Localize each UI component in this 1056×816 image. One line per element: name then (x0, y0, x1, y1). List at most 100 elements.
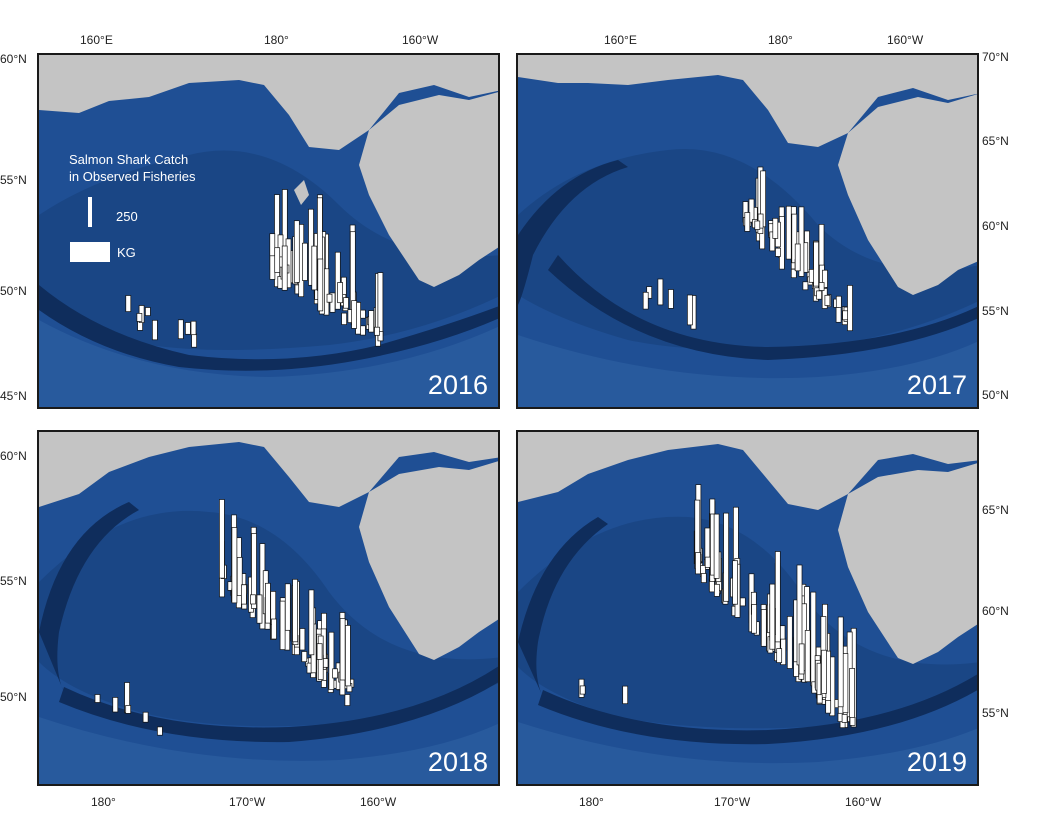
catch-bar (713, 513, 720, 579)
catch-bar (822, 269, 828, 288)
year-label-2018: 2018 (427, 747, 488, 777)
tick-lat-tr-4: 50°N (982, 388, 1009, 402)
catch-bar (281, 245, 288, 291)
catch-bar (328, 631, 335, 690)
catch-bar (311, 245, 318, 291)
catch-bar (94, 694, 101, 703)
tick-lat-bl-1: 55°N (0, 574, 27, 588)
catch-bar (775, 247, 781, 257)
catch-bar (786, 616, 793, 669)
catch-bar (256, 594, 263, 624)
catch-bar (343, 297, 349, 309)
catch-bar (751, 604, 757, 634)
catch-bars (125, 189, 384, 348)
catch-bar (345, 625, 351, 687)
catch-bar (326, 293, 333, 303)
catch-bar (837, 616, 844, 708)
catch-bar (668, 289, 674, 309)
catch-bar (157, 726, 163, 736)
tick-lon-tl-1: 180° (264, 33, 289, 47)
catch-bar (250, 594, 256, 605)
catch-bar (842, 310, 848, 321)
catch-bar (842, 653, 849, 714)
catch-bar (657, 278, 664, 306)
year-label-2017: 2017 (906, 370, 967, 400)
catch-bar (804, 630, 811, 683)
map-panel-2016: Salmon Shark Catch in Observed Fisheries… (37, 53, 500, 409)
catch-bar (769, 583, 776, 650)
legend-scale-bar (88, 197, 92, 227)
catch-bar (835, 295, 842, 308)
catch-bar (316, 643, 323, 660)
catch-bar (835, 305, 842, 323)
catch-bar (816, 290, 822, 300)
catch-bar (308, 589, 315, 656)
tick-lat-tl-1: 55°N (0, 173, 27, 187)
map-2016 (39, 55, 498, 407)
catch-bar (322, 658, 329, 668)
catch-bar (774, 551, 781, 643)
catch-bar (292, 578, 298, 643)
tick-lat-tl-3: 45°N (0, 389, 27, 403)
tick-lon-tr-2: 160°W (887, 33, 924, 47)
tick-lon-tl-0: 160°E (80, 33, 113, 47)
catch-bar (317, 258, 324, 312)
catch-bar (191, 333, 197, 348)
catch-bar (142, 711, 149, 723)
tick-lat-br-2: 55°N (982, 706, 1009, 720)
catch-bar (794, 243, 801, 272)
catch-bar (368, 310, 375, 333)
catch-bar (798, 643, 805, 675)
tick-lon-br-1: 170°W (714, 795, 751, 809)
tick-lon-tl-2: 160°W (402, 33, 439, 47)
catch-bar (841, 714, 848, 723)
catch-bar (622, 685, 629, 705)
catch-bar (279, 600, 286, 650)
tick-lon-tr-1: 180° (768, 33, 793, 47)
catch-bar (344, 694, 351, 706)
catch-bar (732, 560, 738, 605)
catch-bar (301, 651, 308, 663)
catch-bar (772, 217, 779, 239)
catch-bar (190, 320, 197, 336)
map-2017 (518, 55, 977, 407)
catch-bar (821, 649, 827, 694)
catch-bar (332, 668, 338, 679)
catch-bar (302, 242, 308, 281)
catch-bar (334, 251, 341, 310)
catch-bar (337, 282, 343, 304)
year-label-2016: 2016 (427, 370, 488, 400)
catch-bar (642, 291, 649, 310)
legend-title-line2: in Observed Fisheries (69, 169, 196, 184)
tick-lon-br-2: 160°W (845, 795, 882, 809)
legend-title: Salmon Shark Catch in Observed Fisheries (69, 151, 195, 185)
catch-bar (274, 247, 281, 273)
catch-bar (754, 220, 761, 230)
catch-bar (231, 527, 238, 604)
catch-bar (269, 255, 276, 280)
tick-lat-tl-2: 50°N (0, 284, 27, 298)
catch-bar (360, 309, 366, 319)
catch-bar (849, 717, 856, 726)
catch-bar (769, 231, 776, 252)
catch-bar (219, 499, 225, 579)
catch-bar (579, 685, 586, 695)
catch-bar (704, 556, 711, 568)
legend-unit-label: KG (117, 245, 136, 260)
tick-lon-tr-0: 160°E (604, 33, 637, 47)
catch-bar (700, 573, 707, 583)
catch-bar (816, 694, 823, 704)
catch-bar (695, 552, 701, 575)
catch-bar (790, 268, 797, 279)
tick-lat-bl-2: 50°N (0, 690, 27, 704)
catch-bar (341, 312, 347, 325)
catch-bar (723, 512, 729, 602)
catch-bar (744, 212, 751, 232)
catch-bar (241, 584, 247, 605)
catch-bar (251, 533, 257, 609)
tick-lat-tr-3: 55°N (982, 304, 1009, 318)
catch-bar (271, 618, 277, 640)
catch-bar (791, 213, 798, 264)
catch-bar (824, 294, 831, 306)
tick-lat-br-0: 65°N (982, 503, 1009, 517)
